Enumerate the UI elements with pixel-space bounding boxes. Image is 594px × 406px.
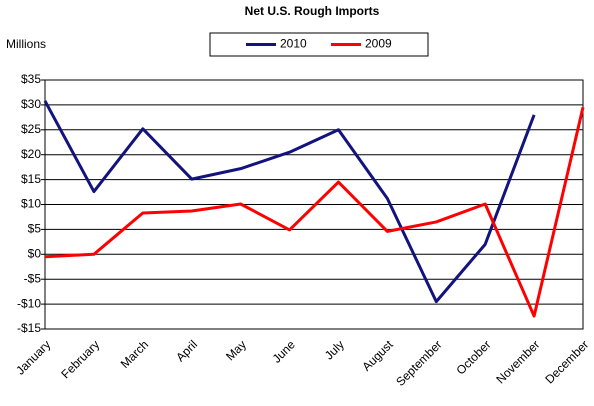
y-tick-label: $25 <box>21 122 41 136</box>
x-tick-label: May <box>223 337 249 363</box>
x-tick-label: July <box>322 337 347 362</box>
legend-box <box>209 32 429 57</box>
x-tick-label: September <box>393 337 444 388</box>
x-tick-label: December <box>542 337 591 386</box>
y-tick-label: $5 <box>28 222 42 236</box>
legend-label: 2010 <box>280 37 307 51</box>
x-tick-label: November <box>493 337 542 386</box>
y-tick-label: -$5 <box>24 271 42 285</box>
y-tick-label: $0 <box>28 246 42 260</box>
y-tick-label: $30 <box>21 97 41 111</box>
chart-title: Net U.S. Rough Imports <box>245 4 380 18</box>
x-tick-label: March <box>118 337 151 370</box>
y-tick-label: -$10 <box>17 296 41 310</box>
y-tick-label: $35 <box>21 72 41 86</box>
y-tick-label: $10 <box>21 197 41 211</box>
y-axis-label: Millions <box>6 37 46 51</box>
x-tick-label: April <box>173 337 200 364</box>
x-tick-label: October <box>453 337 493 377</box>
y-tick-label: $15 <box>21 172 41 186</box>
series-line <box>43 100 536 304</box>
y-tick-label: $20 <box>21 147 41 161</box>
x-tick-label: June <box>270 337 299 366</box>
series-line <box>44 107 585 318</box>
x-tick-label: February <box>58 337 102 381</box>
legend-label: 2009 <box>365 37 392 51</box>
y-tick-label: -$15 <box>17 321 41 335</box>
plot-border <box>44 79 584 330</box>
x-tick-label: January <box>13 337 53 377</box>
x-tick-label: August <box>359 337 396 374</box>
